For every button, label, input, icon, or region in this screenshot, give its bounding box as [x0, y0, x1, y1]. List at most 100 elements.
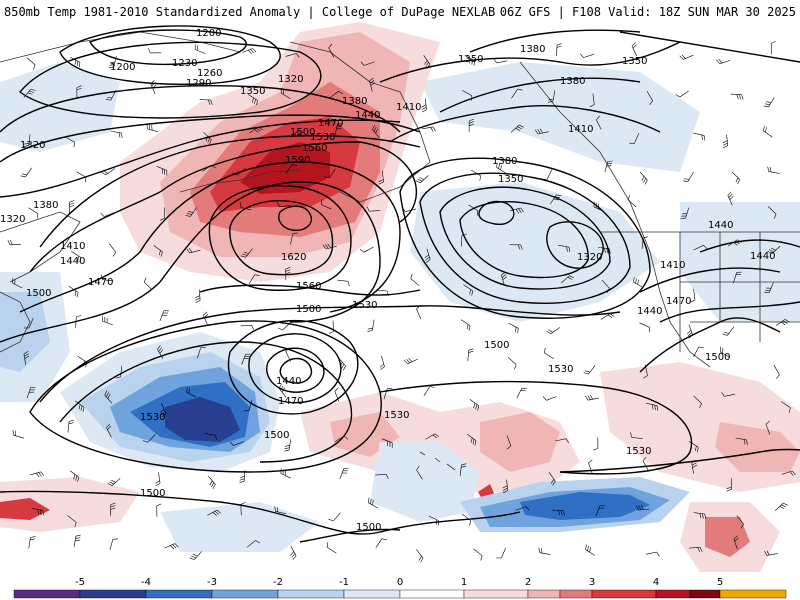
colorbar-segment — [655, 589, 691, 599]
contour-line — [0, 181, 381, 343]
wind-barb — [368, 502, 379, 509]
colorbar-segment — [277, 589, 345, 599]
wind-barb — [375, 538, 383, 548]
wind-barb — [241, 354, 246, 365]
aleutian-islands — [179, 169, 301, 193]
wind-barb — [548, 472, 556, 482]
contour-line — [659, 301, 800, 323]
wind-barb — [248, 399, 253, 411]
wind-barb — [583, 372, 589, 375]
wind-barb — [372, 129, 380, 139]
contour-line — [469, 29, 641, 53]
wind-barb — [719, 60, 731, 64]
wind-barb — [245, 248, 253, 258]
wind-barb — [336, 125, 342, 127]
wind-barb — [421, 104, 427, 108]
wind-barb — [769, 249, 774, 253]
contour-line — [248, 333, 342, 404]
wind-barb — [379, 181, 384, 185]
wind-barb — [252, 97, 254, 103]
wind-barb — [542, 396, 547, 401]
contour-label: 1470 — [88, 277, 113, 288]
contour-label: 1500 — [296, 304, 321, 315]
wind-barb — [627, 194, 631, 200]
wind-barb — [204, 433, 216, 436]
wind-barb — [555, 438, 566, 442]
wind-barb — [643, 236, 648, 239]
wind-barb — [763, 125, 765, 131]
wind-barb — [108, 243, 117, 253]
contour-label: 1530 — [140, 412, 165, 423]
wind-barb — [148, 48, 151, 54]
wind-barb — [120, 365, 122, 377]
wind-barb — [733, 272, 737, 284]
north-america-coastline — [519, 61, 711, 368]
wind-barb — [731, 171, 740, 180]
wind-barb — [251, 325, 254, 330]
wind-barb — [291, 553, 296, 558]
wind-barb — [337, 279, 349, 282]
contour-line — [279, 357, 312, 384]
contour-line — [29, 141, 417, 273]
wind-barb — [697, 447, 699, 453]
wind-barb — [587, 545, 589, 551]
contour-label: 1350 — [622, 56, 647, 67]
wind-barb — [191, 555, 197, 559]
contour-label: 1200 — [110, 62, 135, 73]
wind-barb — [254, 129, 259, 133]
wind-barb — [239, 202, 242, 208]
wind-barb — [334, 387, 339, 392]
wind-barb — [467, 350, 469, 362]
colorbar-segment — [591, 589, 657, 599]
wind-barb — [292, 232, 298, 234]
contour-line — [88, 29, 247, 66]
wind-barb — [215, 435, 217, 441]
wind-barb — [726, 486, 732, 490]
wind-barb — [556, 45, 562, 48]
wind-barb — [775, 319, 786, 326]
wind-barb — [556, 44, 558, 57]
wind-barb — [469, 58, 471, 64]
contour-line — [379, 41, 681, 83]
wind-barb — [724, 393, 736, 397]
wind-barb — [112, 252, 117, 257]
wind-barb — [155, 482, 161, 486]
wind-barb — [517, 328, 519, 334]
wind-barb — [347, 281, 350, 287]
wind-barb — [212, 512, 217, 516]
wind-barb — [77, 355, 87, 363]
wind-barb — [764, 103, 770, 105]
wind-barb — [736, 515, 744, 525]
wind-barb — [339, 362, 343, 367]
wind-barb — [290, 551, 295, 556]
wind-barb — [162, 413, 167, 418]
wind-barb — [143, 281, 153, 291]
wind-barb — [598, 247, 610, 249]
wind-barb — [789, 471, 794, 476]
contour-label: 1500 — [26, 288, 51, 299]
wind-barb — [546, 330, 551, 335]
wind-barb — [298, 130, 304, 134]
wind-barb — [328, 43, 333, 48]
wind-barb — [502, 485, 508, 489]
contour-line — [39, 135, 421, 248]
wind-barb — [735, 240, 740, 245]
wind-barb — [329, 91, 339, 99]
wind-barb — [205, 136, 209, 142]
wind-barb — [737, 179, 740, 185]
wind-barb — [501, 547, 506, 559]
contour-label: 1380 — [33, 200, 58, 211]
wind-barb — [634, 133, 640, 144]
wind-barb — [739, 94, 742, 100]
wind-barb — [70, 56, 81, 63]
wind-barb — [475, 404, 478, 410]
wind-barb — [468, 325, 471, 331]
wind-barb — [151, 125, 153, 131]
contour-line — [439, 77, 641, 113]
wind-barb — [510, 207, 521, 211]
wind-barb — [76, 315, 82, 318]
wind-barb — [741, 94, 744, 100]
wind-barb — [675, 94, 680, 98]
wind-barb — [242, 253, 248, 256]
wind-barb — [368, 497, 370, 503]
